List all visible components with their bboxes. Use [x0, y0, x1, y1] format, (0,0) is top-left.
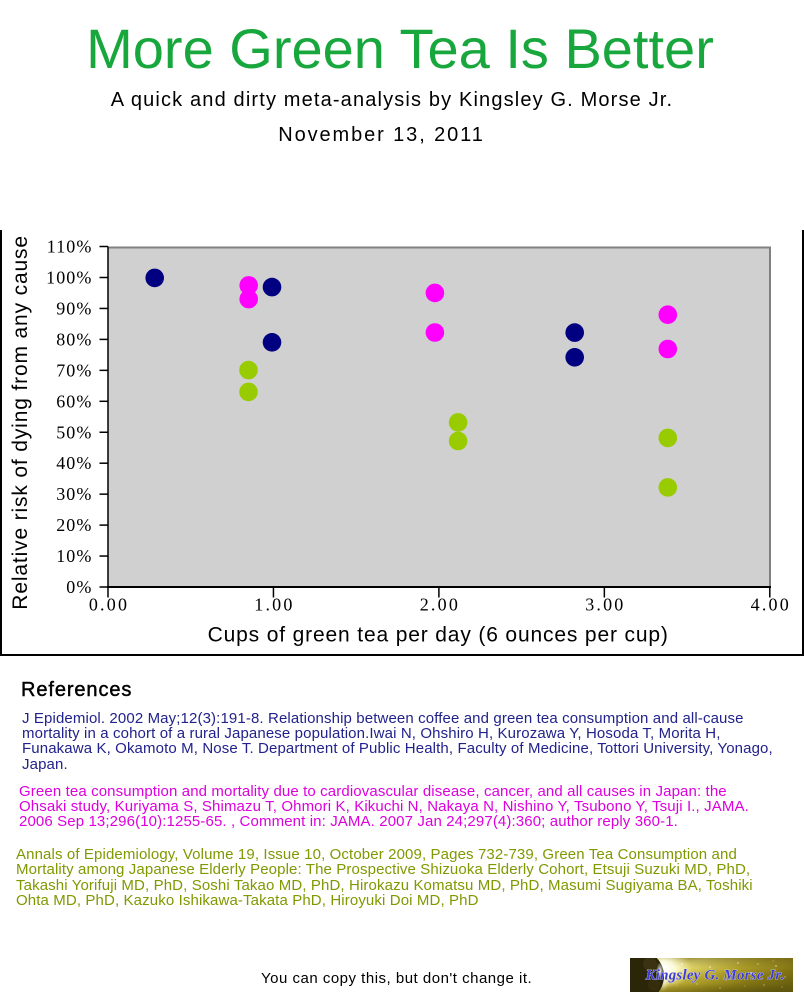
- svg-text:1.00: 1.00: [254, 594, 294, 614]
- svg-text:20%: 20%: [56, 515, 92, 535]
- svg-text:60%: 60%: [56, 391, 92, 411]
- svg-text:80%: 80%: [56, 329, 92, 349]
- svg-text:2.00: 2.00: [420, 594, 460, 614]
- svg-text:30%: 30%: [56, 484, 92, 504]
- svg-text:3.00: 3.00: [585, 594, 625, 614]
- svg-text:Kingsley G. Morse Jr.: Kingsley G. Morse Jr.: [645, 968, 785, 984]
- svg-text:50%: 50%: [56, 422, 92, 442]
- svg-text:0.00: 0.00: [89, 594, 129, 614]
- svg-text:90%: 90%: [56, 298, 92, 318]
- svg-text:0%: 0%: [66, 577, 92, 597]
- svg-text:40%: 40%: [56, 453, 92, 473]
- svg-text:100%: 100%: [46, 268, 92, 288]
- svg-text:70%: 70%: [56, 360, 92, 380]
- svg-text:Relative risk of dying from an: Relative risk of dying from any cause: [9, 235, 32, 610]
- svg-text:110%: 110%: [47, 237, 93, 257]
- svg-text:10%: 10%: [56, 546, 92, 566]
- svg-text:Cups of green tea per day (6 o: Cups of green tea per day (6 ounces per …: [208, 624, 669, 647]
- svg-text:4.00: 4.00: [751, 594, 791, 614]
